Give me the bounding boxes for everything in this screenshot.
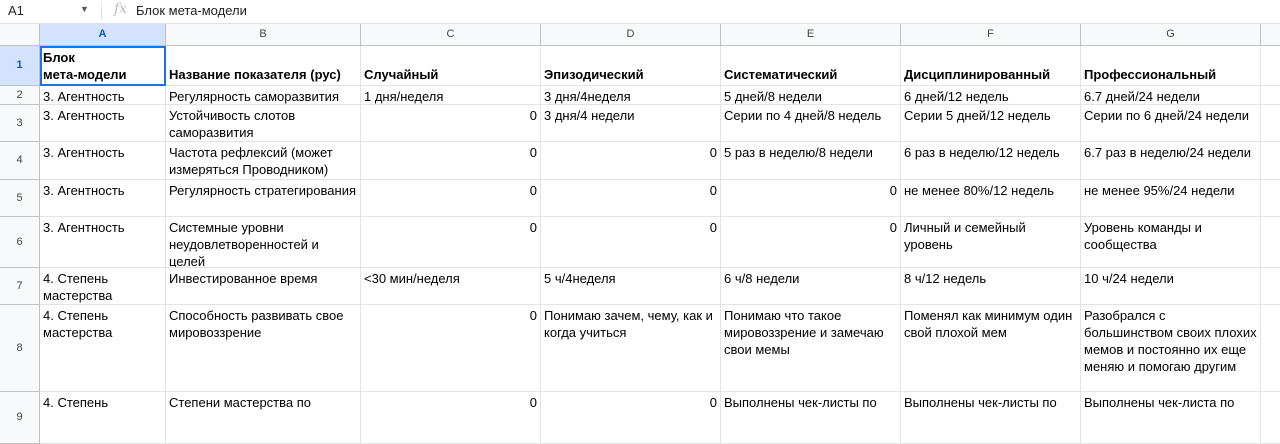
cell-c1[interactable]: Случайный: [361, 46, 541, 86]
cell-c5[interactable]: 0: [361, 180, 541, 217]
column-header-g[interactable]: G: [1081, 24, 1261, 46]
cell-e2[interactable]: 5 дней/8 недели: [721, 86, 901, 105]
row-header-5[interactable]: 5: [0, 180, 40, 217]
cell-a4[interactable]: 3. Агентность: [40, 142, 166, 180]
row-header-9[interactable]: 9: [0, 392, 40, 444]
cell-f7[interactable]: 8 ч/12 недель: [901, 268, 1081, 305]
cell-e1[interactable]: Систематический: [721, 46, 901, 86]
column-header-a[interactable]: A: [40, 24, 166, 46]
cell-f6[interactable]: Личный и семейный уровень: [901, 217, 1081, 268]
cell-d9[interactable]: 0: [541, 392, 721, 444]
cell-next3[interactable]: [1261, 105, 1280, 142]
cell-next8[interactable]: [1261, 305, 1280, 392]
formula-input[interactable]: Блок мета-модели: [136, 3, 247, 18]
cell-f9[interactable]: Выполнены чек-листы по: [901, 392, 1081, 444]
cell-d7[interactable]: 5 ч/4неделя: [541, 268, 721, 305]
row-header-6[interactable]: 6: [0, 217, 40, 268]
cell-b1[interactable]: Название показателя (рус): [166, 46, 361, 86]
cell-g6[interactable]: Уровень команды и сообщества: [1081, 217, 1261, 268]
cell-next6[interactable]: [1261, 217, 1280, 268]
cell-b6[interactable]: Системные уровни неудовлетворенностей и …: [166, 217, 361, 268]
cell-d6[interactable]: 0: [541, 217, 721, 268]
cell-next2[interactable]: [1261, 86, 1280, 105]
cell-g8[interactable]: Разобрался с большинством своих плохих м…: [1081, 305, 1261, 392]
cell-c4[interactable]: 0: [361, 142, 541, 180]
cell-b5[interactable]: Регулярность стратегирования: [166, 180, 361, 217]
cell-b7[interactable]: Инвестированное время: [166, 268, 361, 305]
cell-a9[interactable]: 4. Степень: [40, 392, 166, 444]
cell-next9[interactable]: [1261, 392, 1280, 444]
cell-c7[interactable]: <30 мин/неделя: [361, 268, 541, 305]
column-header-b[interactable]: B: [166, 24, 361, 46]
cell-e8[interactable]: Понимаю что такое мировоззрение и замеча…: [721, 305, 901, 392]
name-box[interactable]: A1: [8, 3, 24, 18]
cell-g3[interactable]: Серии по 6 дней/24 недели: [1081, 105, 1261, 142]
chevron-down-icon[interactable]: ▼: [80, 4, 89, 14]
cell-c8[interactable]: 0: [361, 305, 541, 392]
cell-f8[interactable]: Поменял как минимум один свой плохой мем: [901, 305, 1081, 392]
cell-e6[interactable]: 0: [721, 217, 901, 268]
cell-f4[interactable]: 6 раз в неделю/12 недель: [901, 142, 1081, 180]
cell-g7[interactable]: 10 ч/24 недели: [1081, 268, 1261, 305]
cell-f1[interactable]: Дисциплинированный: [901, 46, 1081, 86]
row-header-4[interactable]: 4: [0, 142, 40, 180]
cell-next5[interactable]: [1261, 180, 1280, 217]
cell-d2[interactable]: 3 дня/4неделя: [541, 86, 721, 105]
fx-icon: fx: [114, 1, 128, 17]
cell-c9[interactable]: 0: [361, 392, 541, 444]
cell-a3[interactable]: 3. Агентность: [40, 105, 166, 142]
cell-e4[interactable]: 5 раз в неделю/8 недели: [721, 142, 901, 180]
cell-d8[interactable]: Понимаю зачем, чему, как и когда учиться: [541, 305, 721, 392]
cell-a2[interactable]: 3. Агентность: [40, 86, 166, 105]
cell-b9[interactable]: Степени мастерства по: [166, 392, 361, 444]
cell-f2[interactable]: 6 дней/12 недель: [901, 86, 1081, 105]
cell-g9[interactable]: Выполнены чек-листа по: [1081, 392, 1261, 444]
cell-f3[interactable]: Серии 5 дней/12 недель: [901, 105, 1081, 142]
cell-next7[interactable]: [1261, 268, 1280, 305]
cell-c3[interactable]: 0: [361, 105, 541, 142]
cell-g1[interactable]: Профессиональный: [1081, 46, 1261, 86]
column-header-c[interactable]: C: [361, 24, 541, 46]
divider: [101, 2, 102, 20]
cell-c6[interactable]: 0: [361, 217, 541, 268]
row-header-2[interactable]: 2: [0, 86, 40, 105]
cell-next1[interactable]: [1261, 46, 1280, 86]
cell-a1[interactable]: Блок мета-модели: [40, 46, 166, 86]
cell-e3[interactable]: Серии по 4 дней/8 недель: [721, 105, 901, 142]
cell-next4[interactable]: [1261, 142, 1280, 180]
cell-b4[interactable]: Частота рефлексий (может измеряться Пров…: [166, 142, 361, 180]
cell-c2[interactable]: 1 дня/неделя: [361, 86, 541, 105]
cell-g2[interactable]: 6.7 дней/24 недели: [1081, 86, 1261, 105]
cell-a6[interactable]: 3. Агентность: [40, 217, 166, 268]
row-header-7[interactable]: 7: [0, 268, 40, 305]
row-header-1[interactable]: 1: [0, 46, 40, 86]
cell-b3[interactable]: Устойчивость слотов саморазвития: [166, 105, 361, 142]
row-header-3[interactable]: 3: [0, 105, 40, 142]
row-header-8[interactable]: 8: [0, 305, 40, 392]
cell-d3[interactable]: 3 дня/4 недели: [541, 105, 721, 142]
cell-e5[interactable]: 0: [721, 180, 901, 217]
column-header-f[interactable]: F: [901, 24, 1081, 46]
cell-b2[interactable]: Регулярность саморазвития: [166, 86, 361, 105]
cell-e9[interactable]: Выполнены чек-листы по: [721, 392, 901, 444]
column-header-next[interactable]: [1261, 24, 1280, 46]
formula-bar: A1 ▼ fx Блок мета-модели: [0, 0, 1280, 24]
cell-b8[interactable]: Способность развивать свое мировоззрение: [166, 305, 361, 392]
cell-a5[interactable]: 3. Агентность: [40, 180, 166, 217]
cell-e7[interactable]: 6 ч/8 недели: [721, 268, 901, 305]
cell-d5[interactable]: 0: [541, 180, 721, 217]
cell-d4[interactable]: 0: [541, 142, 721, 180]
column-header-e[interactable]: E: [721, 24, 901, 46]
cell-a7[interactable]: 4. Степень мастерства: [40, 268, 166, 305]
cell-f5[interactable]: не менее 80%/12 недель: [901, 180, 1081, 217]
cell-g5[interactable]: не менее 95%/24 недели: [1081, 180, 1261, 217]
column-header-d[interactable]: D: [541, 24, 721, 46]
cell-g4[interactable]: 6.7 раз в неделю/24 недели: [1081, 142, 1261, 180]
select-all-corner[interactable]: [0, 24, 40, 46]
cell-d1[interactable]: Эпизодический: [541, 46, 721, 86]
cell-a8[interactable]: 4. Степень мастерства: [40, 305, 166, 392]
